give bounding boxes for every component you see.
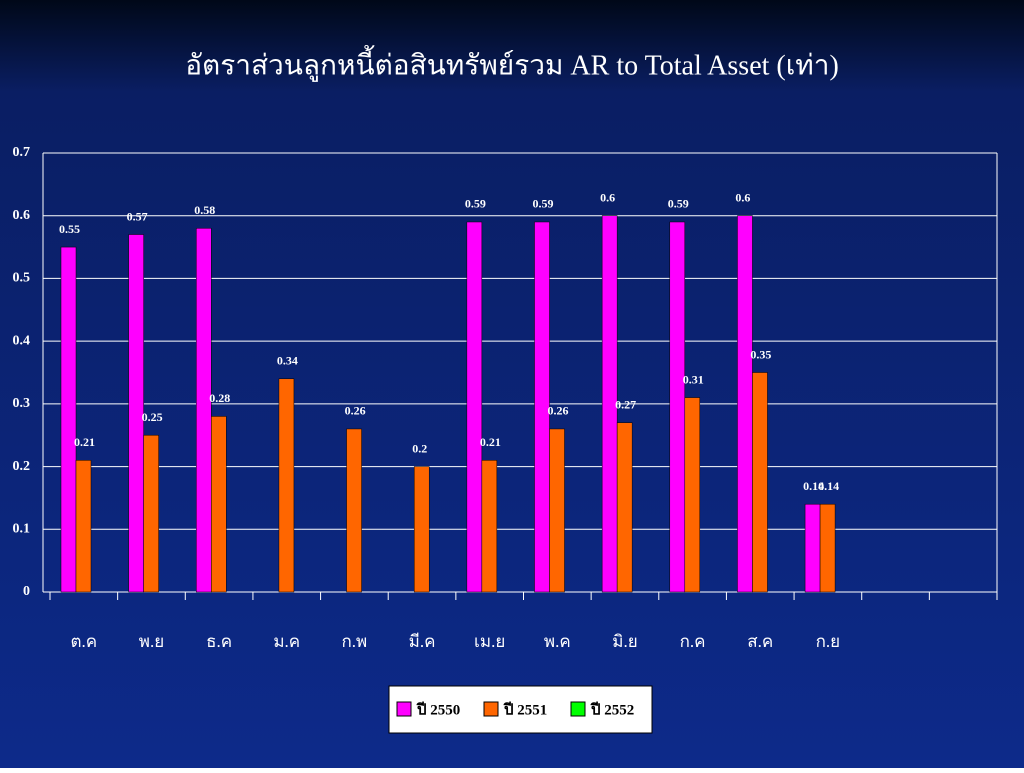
bar [669, 221, 686, 593]
data-label: 0.14 [803, 479, 824, 493]
bar [346, 428, 362, 593]
data-label: 0.59 [465, 197, 486, 211]
bar [481, 460, 498, 593]
bar [684, 397, 701, 593]
x-tick-label: ส.ค [747, 632, 773, 651]
data-label: 0.21 [74, 435, 95, 449]
x-tick-label: มิ.ย [612, 632, 637, 651]
bar [143, 434, 159, 593]
data-label: 0.35 [750, 347, 771, 361]
data-label: 0.14 [818, 479, 839, 493]
x-tick-label: พ.ย [139, 632, 164, 651]
y-tick-label: 0.2 [13, 459, 31, 474]
x-tick-label: ก.พ [342, 632, 368, 651]
bar [128, 234, 144, 593]
bar [601, 215, 618, 593]
bar [804, 503, 821, 593]
bar [819, 503, 836, 593]
y-tick-label: 0.5 [13, 271, 31, 286]
bar [60, 246, 77, 593]
legend-label: ปี 2551 [503, 701, 547, 718]
bar [211, 416, 227, 593]
data-label: 0.25 [142, 410, 163, 424]
y-tick-label: 0.7 [13, 145, 31, 160]
y-tick-label: 0.1 [13, 522, 31, 537]
x-tick-label: ก.ค [680, 632, 706, 651]
y-tick-label: 0.3 [13, 396, 31, 411]
data-label: 0.59 [533, 197, 554, 211]
data-label: 0.6 [600, 190, 615, 204]
data-label: 0.34 [277, 354, 298, 368]
y-tick-label: 0 [23, 584, 30, 599]
bar [413, 466, 430, 593]
bar [737, 215, 753, 593]
x-tick-label: พ.ค [544, 632, 571, 651]
bar [75, 460, 92, 593]
data-label: 0.58 [194, 203, 215, 217]
legend-label: ปี 2550 [416, 701, 460, 718]
legend-swatch [396, 701, 412, 717]
data-label: 0.59 [668, 197, 689, 211]
chart-title: อัตราส่วนลูกหนี้ต่อสินทรัพย์รวม AR to To… [185, 44, 839, 82]
data-label: 0.57 [127, 209, 148, 223]
x-tick-label: ม.ค [273, 632, 300, 651]
data-label: 0.21 [480, 435, 501, 449]
legend-swatch [483, 701, 499, 717]
data-label: 0.27 [615, 397, 636, 411]
legend-label: ปี 2552 [590, 701, 634, 718]
x-tick-label: มี.ค [409, 632, 436, 651]
y-tick-label: 0.6 [13, 208, 31, 223]
data-label: 0.6 [735, 190, 750, 204]
bar [752, 372, 768, 593]
data-label: 0.2 [412, 441, 427, 455]
bar [549, 428, 565, 593]
bar [466, 221, 483, 593]
data-label: 0.26 [548, 404, 569, 418]
bar [278, 378, 295, 593]
x-tick-label: ธ.ค [206, 632, 232, 651]
x-tick-label: ก.ย [816, 632, 841, 651]
y-tick-label: 0.4 [13, 333, 31, 348]
data-label: 0.55 [59, 222, 80, 236]
legend-box [388, 685, 653, 734]
data-label: 0.31 [683, 372, 704, 386]
bar [616, 422, 633, 593]
legend-swatch [570, 701, 586, 717]
x-tick-label: ต.ค [70, 632, 97, 651]
bar [196, 228, 212, 593]
x-tick-label: เม.ย [474, 632, 505, 651]
data-label: 0.26 [345, 404, 366, 418]
data-label: 0.28 [209, 391, 230, 405]
bar [534, 221, 550, 593]
